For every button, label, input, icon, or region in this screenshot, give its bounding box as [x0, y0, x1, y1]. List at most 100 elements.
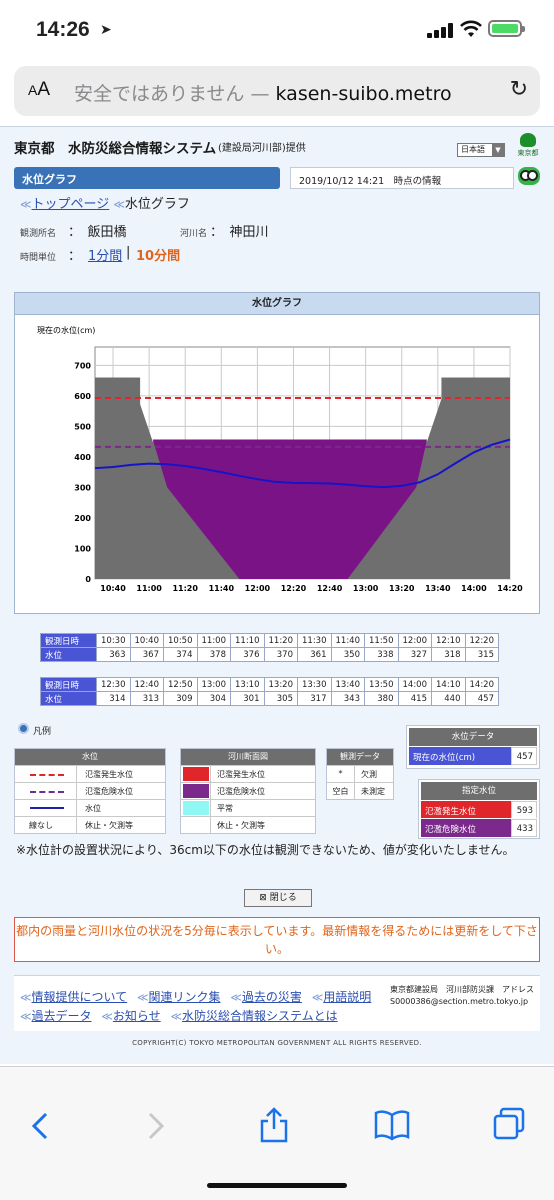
- language-value: 日本語: [461, 145, 485, 154]
- level-cell: 304: [196, 691, 231, 706]
- section-label: 水位グラフ: [22, 173, 77, 186]
- designated-header: 指定水位: [421, 782, 537, 800]
- water-data-box: 水位データ 現在の水位(cm) 457: [406, 725, 540, 769]
- obs-time-cell: 11:00: [196, 633, 231, 648]
- frog-mascot-icon: [518, 167, 540, 185]
- tabs-icon[interactable]: [492, 1107, 526, 1141]
- cellular-signal-icon: [427, 22, 455, 38]
- legend-row: 休止・欠測等: [181, 816, 315, 833]
- tokyo-logo[interactable]: 東京都: [516, 133, 540, 159]
- obs-time-cell: 13:00: [196, 677, 231, 692]
- legend-row: * 欠測: [327, 765, 393, 782]
- level-cell: 318: [431, 647, 466, 662]
- close-box-icon: ⊠: [259, 893, 270, 903]
- legend-text: 欠測: [361, 770, 377, 779]
- time-unit-colon: ：: [68, 249, 82, 264]
- current-level-value: 457: [511, 747, 537, 765]
- back-icon[interactable]: [28, 1111, 52, 1141]
- y-tick-label: 500: [74, 422, 91, 431]
- legend-row: 氾濫発生水位: [15, 765, 165, 782]
- address-line: 東京都建設局 河川部防災課 アドレス: [390, 985, 534, 994]
- y-tick-label: 0: [85, 575, 91, 584]
- x-tick-label: 11:00: [136, 584, 162, 593]
- share-icon[interactable]: [258, 1107, 290, 1143]
- designated-level-box: 指定水位 氾濫発生水位 593 氾濫危険水位 433: [418, 779, 540, 839]
- graph-header: 水位グラフ: [15, 293, 539, 315]
- obs-time-cell: 13:50: [364, 677, 399, 692]
- level-cell: 361: [297, 647, 332, 662]
- river-value: ： 神田川: [210, 225, 269, 240]
- obs-time-cell: 12:20: [464, 633, 499, 648]
- footer-link[interactable]: 過去の災害: [241, 990, 302, 1004]
- level-cell: 440: [431, 691, 466, 706]
- footer-link[interactable]: 関連リンク集: [148, 990, 221, 1004]
- y-axis-label: 現在の水位(cm): [37, 325, 95, 335]
- web-page: 東京都 水防災総合情報システム (建設局河川部)提供 日本語 ▼ 東京都 水位グラ…: [0, 126, 554, 1064]
- purple-dashed-line-icon: [30, 791, 64, 793]
- top-page-link[interactable]: トップページ: [31, 197, 110, 212]
- obs-time-cell: 11:50: [364, 633, 399, 648]
- legend-radio-icon[interactable]: [18, 723, 29, 734]
- section-bar: 水位グラフ: [14, 167, 280, 189]
- obs-time-cell: 11:10: [230, 633, 265, 648]
- level-cell: 378: [196, 647, 231, 662]
- legend-row: 平常: [181, 799, 315, 816]
- data-table-2: 観測日時 12:30 12:40 12:50 13:00 13:10 13:20 13:30 1…: [40, 677, 499, 706]
- language-select[interactable]: 日本語 ▼: [457, 143, 505, 157]
- x-tick-label: 13:40: [425, 584, 451, 593]
- footer-link[interactable]: お知らせ: [112, 1009, 161, 1023]
- obs-time-cell: 12:10: [431, 633, 466, 648]
- legend-text: 休止・欠測等: [217, 821, 265, 830]
- unit-1min-link[interactable]: 1分間: [88, 249, 123, 264]
- level-cell: 374: [163, 647, 198, 662]
- obs-time-row: 観測日時 10:30 10:40 10:50 11:00 11:10 11:20 11:30 1…: [40, 633, 499, 648]
- address-bar[interactable]: AA 安全ではありません — kasen-suibo.metro ↻: [14, 66, 540, 116]
- graph-panel: 水位グラフ 現在の水位(cm) 0 100 200 300 400 500 600 700 10…: [14, 292, 540, 614]
- level-label: 水位: [40, 691, 97, 706]
- legend-obs-header: 観測データ: [327, 749, 393, 765]
- browser-toolbar: [0, 1066, 554, 1200]
- obs-time-cell: 13:10: [230, 677, 265, 692]
- bookmarks-icon[interactable]: [374, 1109, 410, 1141]
- close-button[interactable]: ⊠ 閉じる: [244, 889, 312, 907]
- text-size-button[interactable]: AA: [28, 79, 51, 100]
- footer-link[interactable]: 情報提供について: [31, 990, 128, 1004]
- legend-title: 凡例: [33, 727, 52, 737]
- obs-time-cell: 10:30: [96, 633, 131, 648]
- level-cell: 367: [129, 647, 164, 662]
- legend-row: 空白 未測定: [327, 782, 393, 799]
- level-cell: 305: [263, 691, 298, 706]
- level-cell: 315: [464, 647, 499, 662]
- y-tick-label: 700: [74, 361, 91, 370]
- y-tick-label: 100: [74, 544, 91, 553]
- obs-time-cell: 12:40: [129, 677, 164, 692]
- x-tick-label: 14:00: [461, 584, 487, 593]
- danger-level-value: 433: [511, 819, 537, 837]
- level-cell: 380: [364, 691, 399, 706]
- level-cell: 313: [129, 691, 164, 706]
- obs-time-cell: 11:40: [330, 633, 365, 648]
- y-tick-label: 300: [74, 483, 91, 492]
- legend-row: 氾濫危険水位: [15, 782, 165, 799]
- footer-link[interactable]: 用語説明: [323, 990, 372, 1004]
- url-text[interactable]: 安全ではありません — kasen-suibo.metro: [74, 79, 494, 106]
- chevron-down-icon: ▼: [492, 144, 504, 156]
- unit-10min-selected[interactable]: 10分間: [136, 249, 181, 264]
- x-tick-label: 13:00: [353, 584, 379, 593]
- site-provider: (建設局河川部)提供: [218, 143, 306, 154]
- obs-time-row: 観測日時 12:30 12:40 12:50 13:00 13:10 13:20 13:30 1…: [40, 677, 499, 692]
- battery-icon: [488, 20, 525, 37]
- reload-icon[interactable]: ↻: [509, 77, 528, 102]
- forward-icon[interactable]: [144, 1111, 168, 1141]
- obs-time-cell: 12:00: [397, 633, 432, 648]
- footer-link[interactable]: 水防災総合情報システムとは: [181, 1009, 338, 1023]
- no-line-text: 線なし: [29, 821, 53, 830]
- footer-links: ≪情報提供について ≪関連リンク集 ≪過去の災害 ≪用語説明 ≪過去データ ≪お…: [20, 990, 372, 1023]
- current-level-label: 現在の水位(cm): [409, 747, 511, 765]
- obs-time-label: 観測日時: [40, 677, 97, 692]
- level-label: 水位: [40, 647, 97, 662]
- level-cell: 338: [364, 647, 399, 662]
- footer-link[interactable]: 過去データ: [31, 1009, 92, 1023]
- obs-time-cell: 12:30: [96, 677, 131, 692]
- site-title: 東京都 水防災総合情報システム: [14, 141, 217, 157]
